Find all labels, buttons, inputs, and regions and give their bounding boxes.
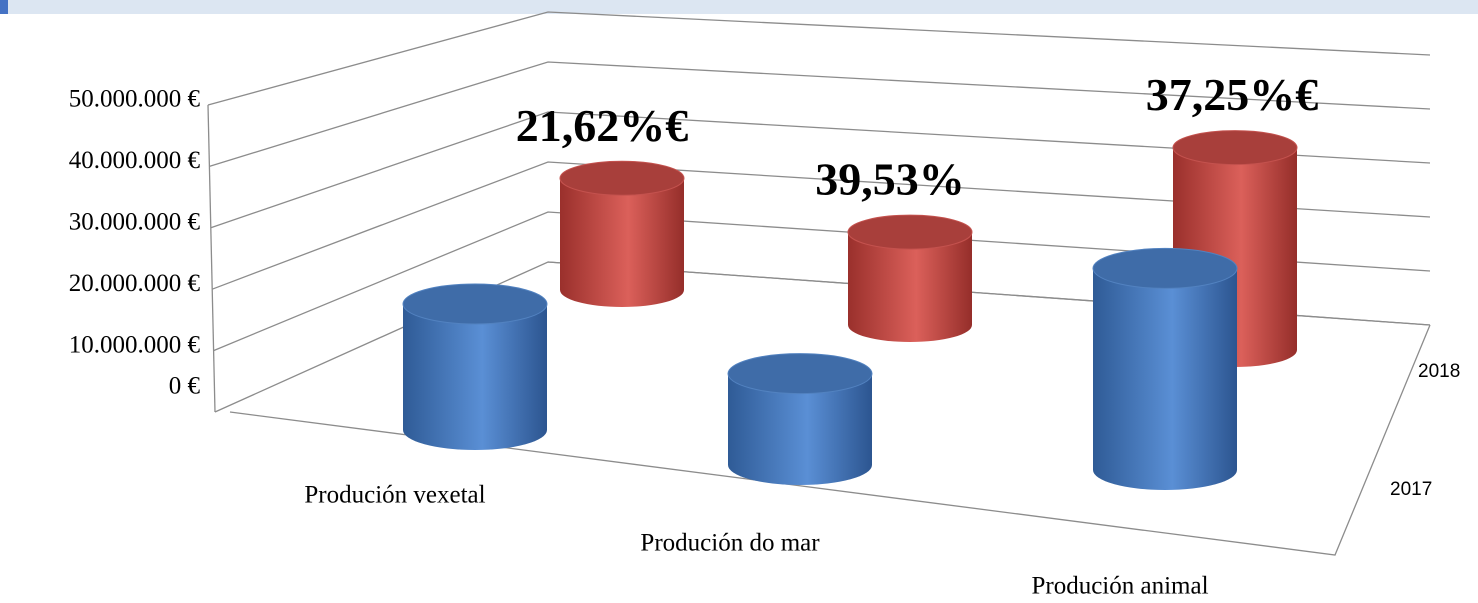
cylinder-body xyxy=(848,232,972,342)
annotation: 21,62%€ xyxy=(516,100,689,151)
cylinder xyxy=(847,214,973,342)
cylinder-body xyxy=(560,178,684,307)
annotation: 39,53% xyxy=(815,154,965,205)
cylinder xyxy=(727,353,873,485)
cylinder xyxy=(402,283,548,450)
x-tick-label: Produción vexetal xyxy=(304,482,485,509)
grid-line xyxy=(209,61,1431,168)
floor-edge xyxy=(229,324,1431,556)
grid-line xyxy=(207,11,1431,106)
cylinder-top xyxy=(727,353,873,395)
cylinder xyxy=(1092,247,1238,490)
left-wall-edge xyxy=(207,104,216,413)
top-bar xyxy=(0,0,1478,14)
y-tick-label: 20.000.000 € xyxy=(69,270,201,297)
cylinder xyxy=(559,160,685,307)
cylinder-body xyxy=(728,373,872,485)
x-tick-label: Produción animal xyxy=(1031,573,1208,600)
cylinder-top xyxy=(559,160,685,196)
annotation: 37,25%€ xyxy=(1146,69,1319,120)
cylinder-top xyxy=(1172,130,1298,166)
cylinder-body xyxy=(403,304,547,450)
cylinder-top xyxy=(847,214,973,250)
series-label: 2017 xyxy=(1390,479,1432,500)
y-tick-label: 50.000.000 € xyxy=(69,86,201,113)
y-tick-label: 30.000.000 € xyxy=(69,209,201,236)
grid-line xyxy=(210,111,1431,229)
y-tick-label: 0 € xyxy=(169,373,201,400)
y-tick-label: 40.000.000 € xyxy=(69,147,201,174)
cylinder-body xyxy=(1093,268,1237,490)
cylinder-top xyxy=(1092,247,1238,289)
series-label: 2018 xyxy=(1418,361,1460,382)
cylinder-top xyxy=(402,283,548,325)
grid-line xyxy=(211,161,1431,290)
top-bar-accent xyxy=(0,0,8,14)
y-tick-label: 10.000.000 € xyxy=(69,331,201,358)
x-tick-label: Produción do mar xyxy=(640,530,820,557)
